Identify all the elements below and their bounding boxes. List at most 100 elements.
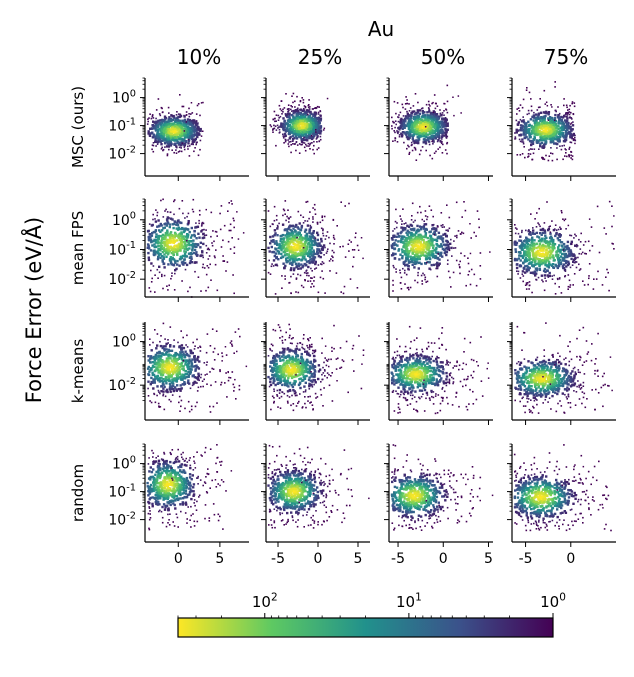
data-point <box>282 117 285 120</box>
data-point <box>281 125 284 129</box>
data-point <box>430 251 434 255</box>
data-point <box>180 128 183 131</box>
data-point <box>568 146 571 149</box>
data-point <box>316 135 319 138</box>
data-point <box>296 132 299 136</box>
data-point <box>404 120 407 123</box>
data-point <box>175 149 177 151</box>
outlier-point <box>546 105 549 107</box>
data-point <box>294 124 298 127</box>
data-point <box>162 111 164 113</box>
data-point <box>603 227 606 229</box>
data-point <box>552 123 555 126</box>
scatter-points <box>146 198 245 298</box>
data-point <box>319 276 322 279</box>
data-point <box>406 224 409 227</box>
data-point <box>415 235 419 239</box>
data-point <box>171 218 174 221</box>
data-point <box>316 223 319 225</box>
data-point <box>292 112 295 115</box>
data-point <box>309 120 313 124</box>
data-point <box>566 115 569 117</box>
data-point <box>233 219 235 222</box>
data-point <box>411 263 414 266</box>
data-point <box>607 271 609 274</box>
data-point <box>163 238 166 241</box>
data-point <box>299 229 302 232</box>
data-point <box>436 244 439 247</box>
data-point <box>313 140 315 143</box>
data-point <box>441 238 444 241</box>
data-point <box>165 140 168 143</box>
data-point <box>161 254 164 258</box>
data-point <box>455 259 458 262</box>
data-point <box>178 264 181 267</box>
data-point <box>272 240 275 243</box>
data-point <box>392 264 395 267</box>
data-point <box>409 134 412 137</box>
data-point <box>571 137 573 139</box>
data-point <box>302 101 305 104</box>
data-point <box>405 239 408 242</box>
data-point <box>167 125 170 128</box>
data-point <box>156 143 159 145</box>
data-point <box>432 263 436 267</box>
data-point <box>306 220 309 222</box>
data-point <box>320 240 323 243</box>
data-point <box>191 112 194 114</box>
data-point <box>536 115 540 119</box>
data-point <box>407 252 411 255</box>
data-point <box>428 110 431 113</box>
data-point <box>312 237 316 240</box>
data-point <box>397 249 400 252</box>
data-point <box>297 131 300 134</box>
outlier-point <box>326 97 329 100</box>
data-point <box>401 103 404 106</box>
data-point <box>548 137 551 140</box>
data-point <box>302 109 306 112</box>
data-point <box>174 123 177 126</box>
data-point <box>182 134 185 137</box>
data-point <box>173 245 176 248</box>
data-point <box>287 227 290 230</box>
data-point <box>275 129 278 131</box>
data-point <box>303 230 307 233</box>
data-point <box>554 81 556 83</box>
data-point <box>532 246 536 249</box>
data-point <box>570 141 573 144</box>
data-point <box>193 150 195 153</box>
data-point <box>318 242 321 245</box>
data-point <box>429 114 432 117</box>
data-point <box>302 253 305 256</box>
data-point <box>162 130 166 133</box>
data-point <box>167 136 170 139</box>
data-point <box>161 107 163 110</box>
outlier-point <box>215 231 218 233</box>
data-point <box>439 141 442 143</box>
data-point <box>304 118 308 121</box>
data-point <box>284 234 287 237</box>
data-point <box>290 267 293 270</box>
data-point <box>433 94 436 96</box>
data-point <box>287 253 290 256</box>
data-point <box>445 131 448 134</box>
data-point <box>299 120 302 123</box>
data-point <box>392 253 395 257</box>
data-point <box>419 118 422 121</box>
data-point <box>435 123 438 127</box>
data-point <box>433 113 436 116</box>
data-point <box>445 235 448 238</box>
data-point <box>303 127 307 131</box>
data-point <box>564 270 567 272</box>
data-point <box>188 115 191 118</box>
data-point <box>190 234 194 237</box>
data-point <box>311 270 313 272</box>
data-point <box>154 137 157 140</box>
data-point <box>155 238 158 242</box>
data-point <box>166 231 169 234</box>
data-point <box>401 223 403 225</box>
data-point <box>401 248 404 251</box>
data-point <box>410 126 413 129</box>
data-point <box>158 249 161 252</box>
data-point <box>309 280 312 282</box>
